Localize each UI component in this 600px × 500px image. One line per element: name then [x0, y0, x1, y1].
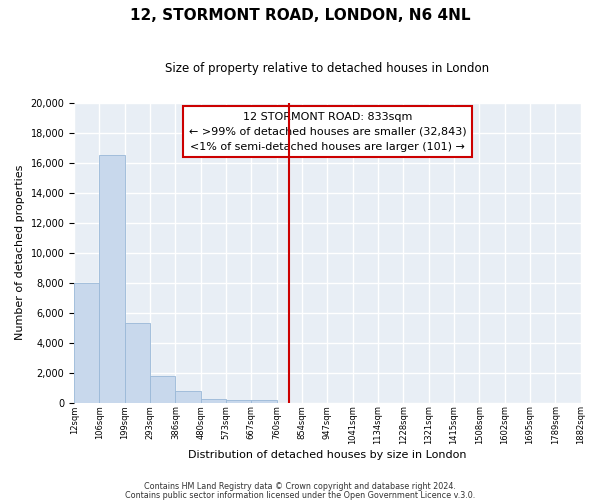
Bar: [226, 400, 251, 402]
Bar: [251, 400, 277, 402]
Text: Contains public sector information licensed under the Open Government Licence v.: Contains public sector information licen…: [125, 490, 475, 500]
Bar: [74, 282, 100, 403]
Title: Size of property relative to detached houses in London: Size of property relative to detached ho…: [165, 62, 490, 76]
Bar: [201, 399, 226, 402]
Bar: [100, 156, 125, 402]
Bar: [125, 323, 150, 402]
Text: Contains HM Land Registry data © Crown copyright and database right 2024.: Contains HM Land Registry data © Crown c…: [144, 482, 456, 491]
Y-axis label: Number of detached properties: Number of detached properties: [15, 165, 25, 340]
Bar: [175, 392, 201, 402]
Text: 12, STORMONT ROAD, LONDON, N6 4NL: 12, STORMONT ROAD, LONDON, N6 4NL: [130, 8, 470, 22]
Text: 12 STORMONT ROAD: 833sqm
← >99% of detached houses are smaller (32,843)
<1% of s: 12 STORMONT ROAD: 833sqm ← >99% of detac…: [188, 112, 466, 152]
X-axis label: Distribution of detached houses by size in London: Distribution of detached houses by size …: [188, 450, 467, 460]
Bar: [150, 376, 175, 402]
